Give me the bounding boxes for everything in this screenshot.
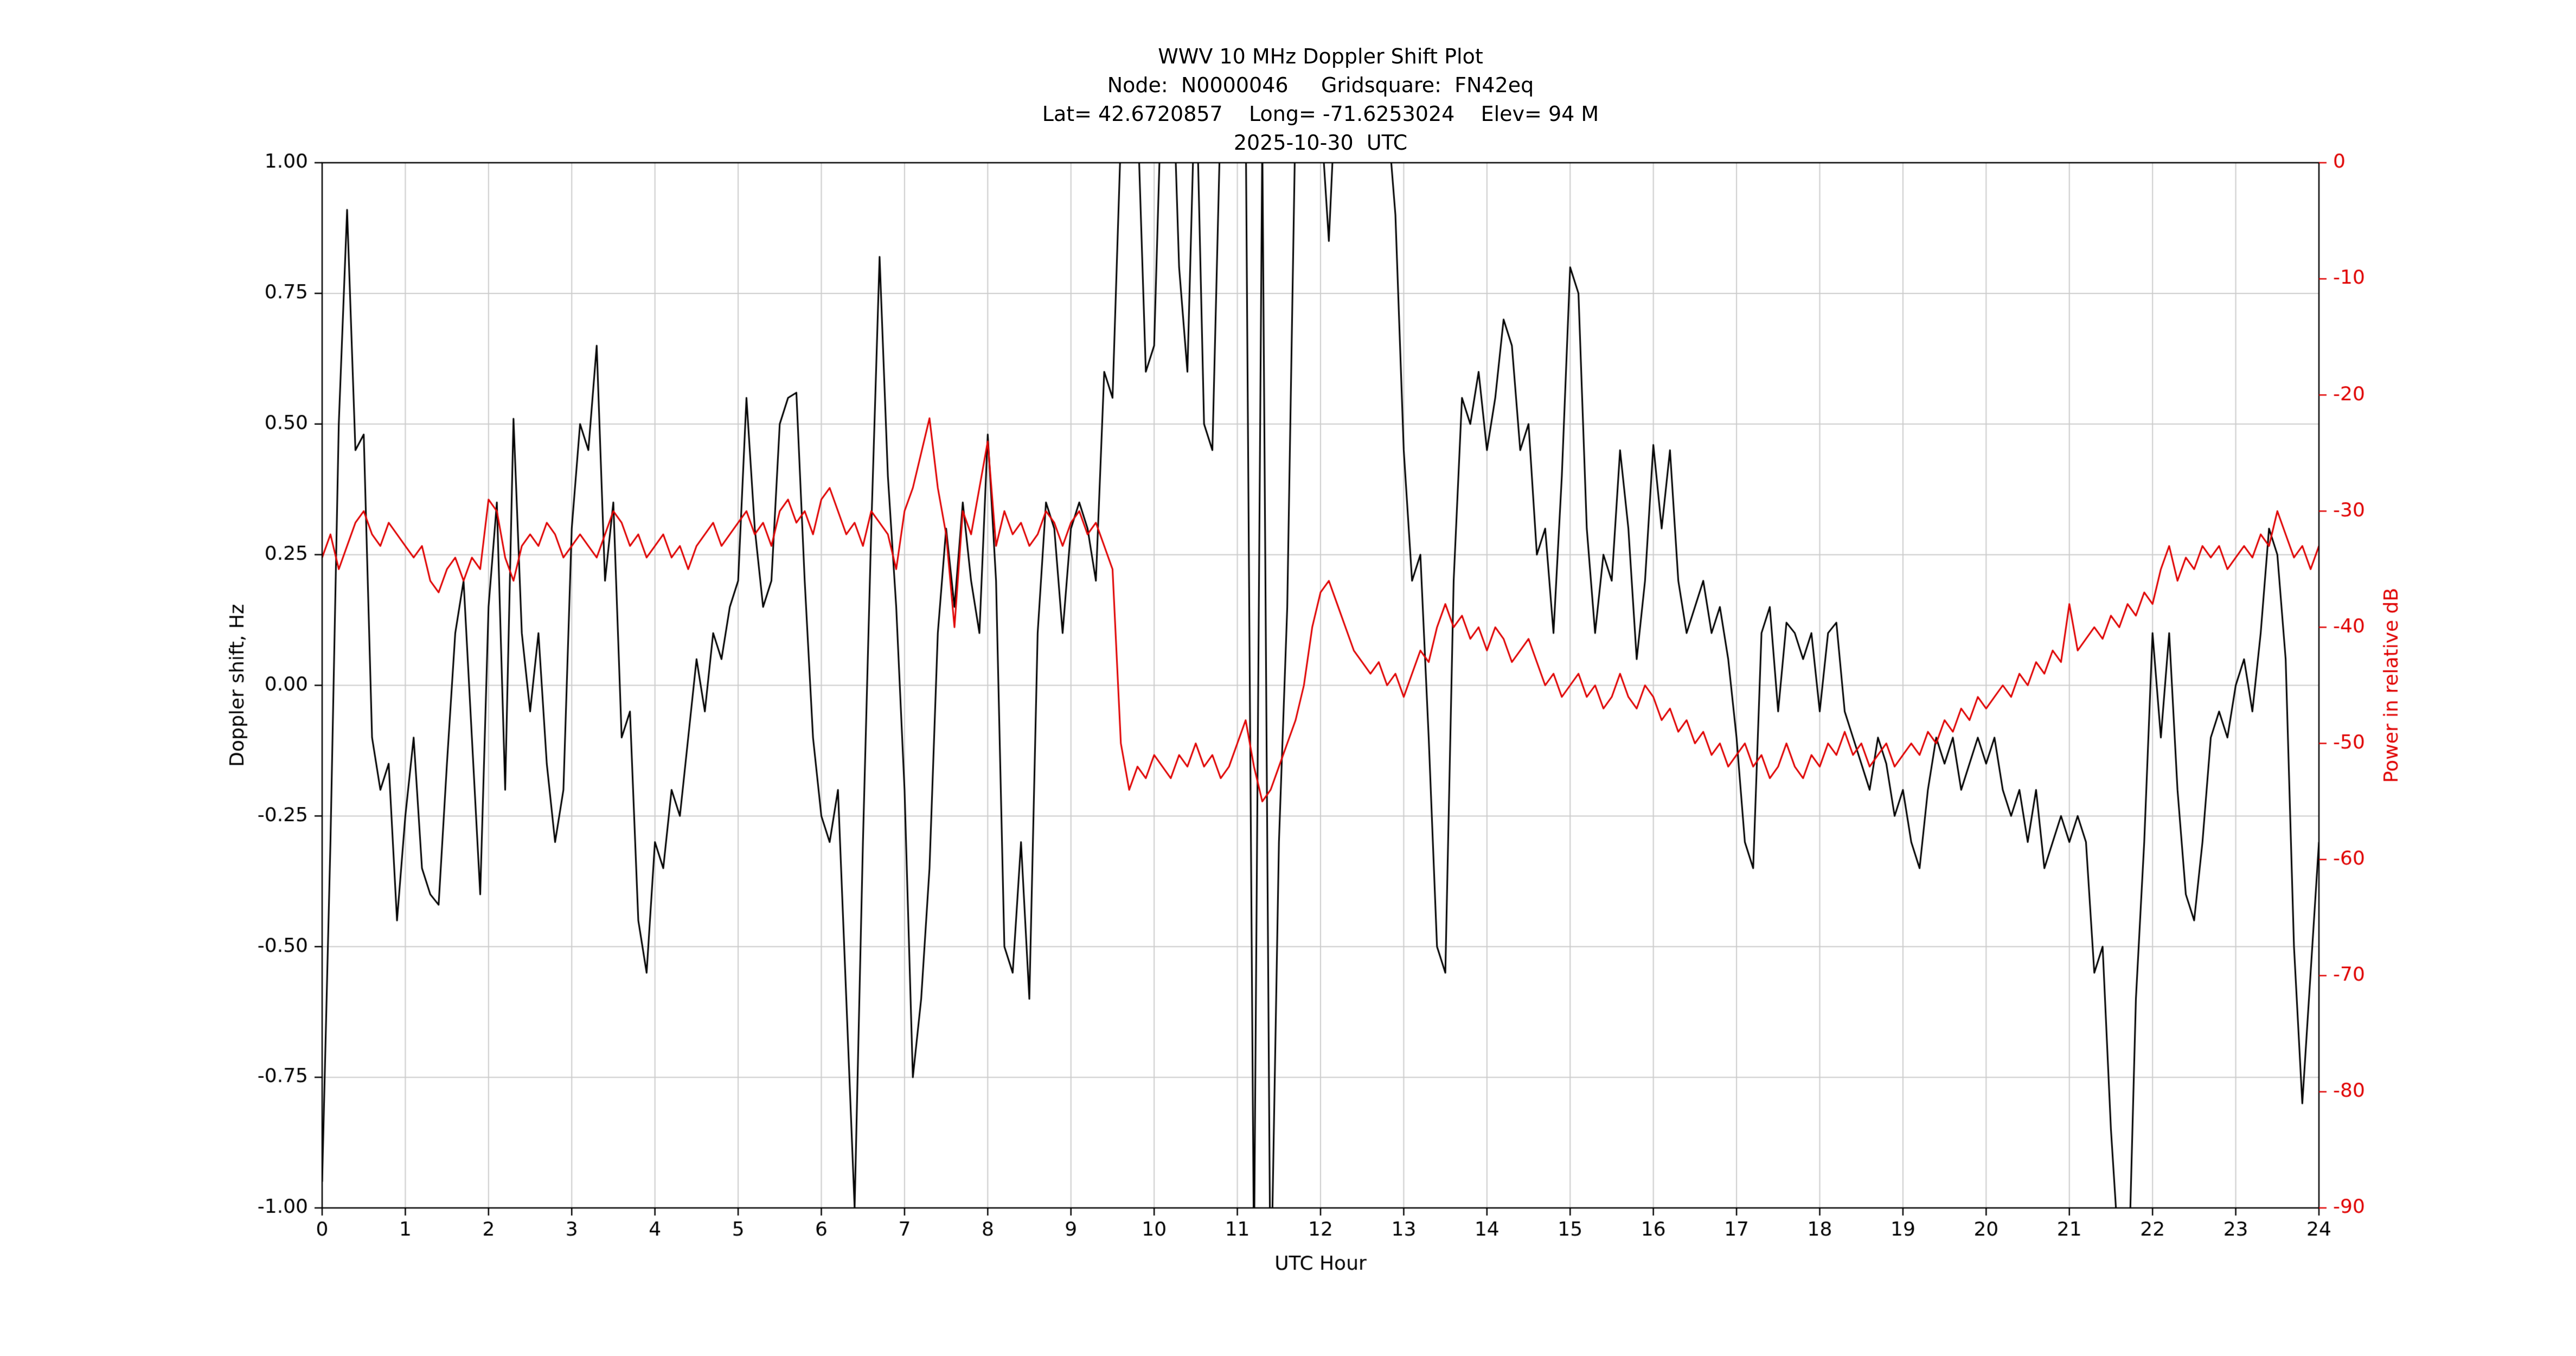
chart-subtitle-location: Lat= 42.6720857 Long= -71.6253024 Elev= … [1042, 102, 1599, 126]
chart-title-block: WWV 10 MHz Doppler Shift Plot Node: N000… [322, 42, 2319, 157]
chart-subtitle-node: Node: N0000046 Gridsquare: FN42eq [1107, 73, 1534, 97]
chart-subtitle-date: 2025-10-30 UTC [1233, 131, 1408, 155]
chart-title: WWV 10 MHz Doppler Shift Plot [1158, 44, 1483, 68]
